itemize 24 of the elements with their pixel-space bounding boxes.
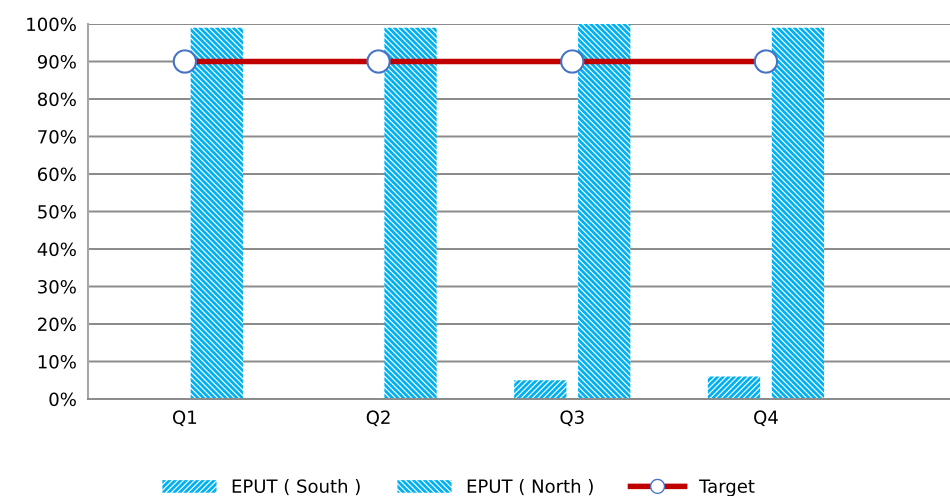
bar: [708, 376, 760, 399]
legend-label: Target: [699, 480, 755, 496]
y-tick-label: 0%: [49, 392, 76, 406]
legend-label: EPUT ( North ): [468, 479, 593, 496]
bar: [384, 28, 437, 399]
y-tick-label: 40%: [38, 242, 76, 256]
y-tick-label: 70%: [38, 130, 76, 144]
y-tick-label: 30%: [38, 280, 76, 294]
y-tick-label: 100%: [27, 17, 76, 32]
y-tick-label: 90%: [38, 54, 76, 69]
legend-label: EPUT ( South ): [232, 479, 360, 496]
bar: [772, 28, 824, 399]
y-tick-label: 60%: [38, 167, 76, 182]
y-tick-label: 10%: [38, 354, 76, 369]
x-tick-label: Q3: [560, 410, 584, 426]
bar: [514, 380, 566, 399]
x-tick-label: Q1: [173, 410, 196, 426]
bar: [190, 28, 243, 399]
bar: [578, 24, 630, 399]
x-tick-label: Q4: [754, 410, 778, 426]
y-tick-label: 20%: [38, 317, 76, 332]
y-tick-label: 80%: [38, 92, 76, 106]
x-tick-label: Q2: [366, 410, 390, 426]
y-tick-label: 50%: [38, 204, 76, 219]
